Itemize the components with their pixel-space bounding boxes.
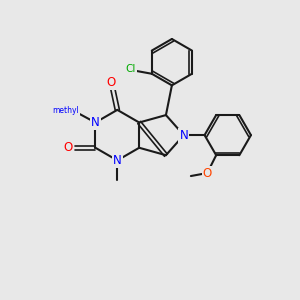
Text: Cl: Cl xyxy=(126,64,136,74)
Text: N: N xyxy=(113,154,122,167)
Text: O: O xyxy=(202,167,212,179)
Text: N: N xyxy=(179,129,188,142)
Text: O: O xyxy=(107,76,116,89)
Text: methyl: methyl xyxy=(52,106,79,115)
Text: N: N xyxy=(91,116,100,129)
Text: O: O xyxy=(64,141,73,154)
